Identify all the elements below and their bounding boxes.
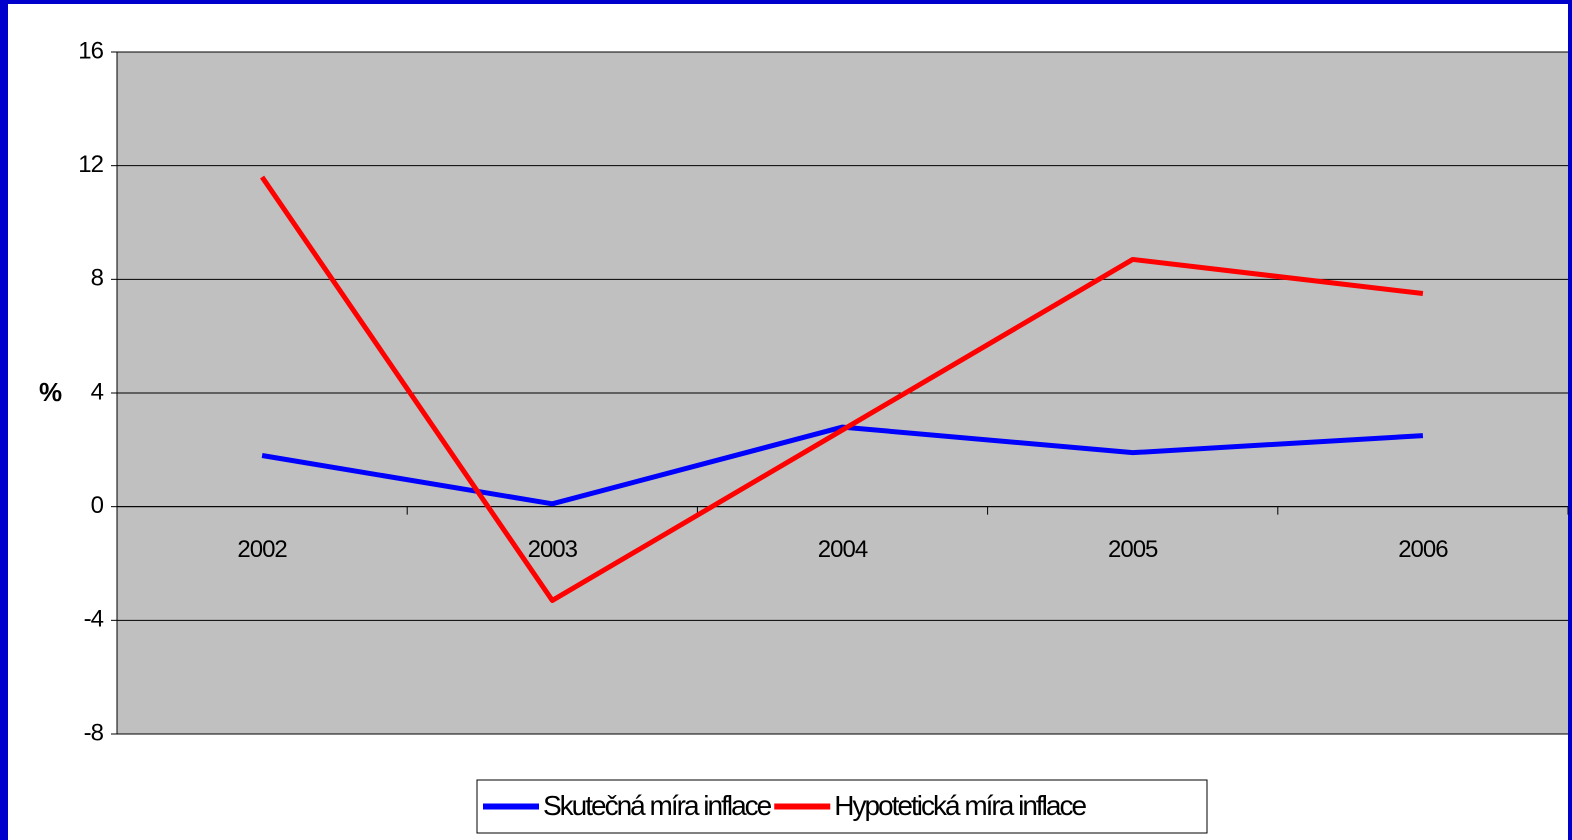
x-tick-label: 2005: [1108, 536, 1158, 563]
x-tick-label: 2002: [237, 536, 287, 563]
series-line: [260, 175, 1424, 603]
legend-label: Hypotetická míra inflace: [834, 790, 1086, 821]
legend-label: Skutečná míra inflace: [543, 790, 772, 821]
y-axis-label: %: [39, 377, 62, 407]
x-tick-label: 2006: [1398, 536, 1448, 563]
y-tick-label: -4: [84, 606, 104, 633]
legend-box: [476, 779, 1208, 834]
y-tick-label: 8: [91, 265, 104, 292]
y-tick-label: 0: [91, 492, 104, 519]
y-tick-label: -8: [84, 719, 104, 746]
y-tick-label: 4: [91, 378, 104, 405]
y-tick-label: 12: [78, 151, 103, 178]
y-tick-label: 16: [78, 37, 103, 64]
x-tick-label: 2004: [818, 536, 868, 563]
x-tick-label: 2003: [528, 536, 578, 563]
